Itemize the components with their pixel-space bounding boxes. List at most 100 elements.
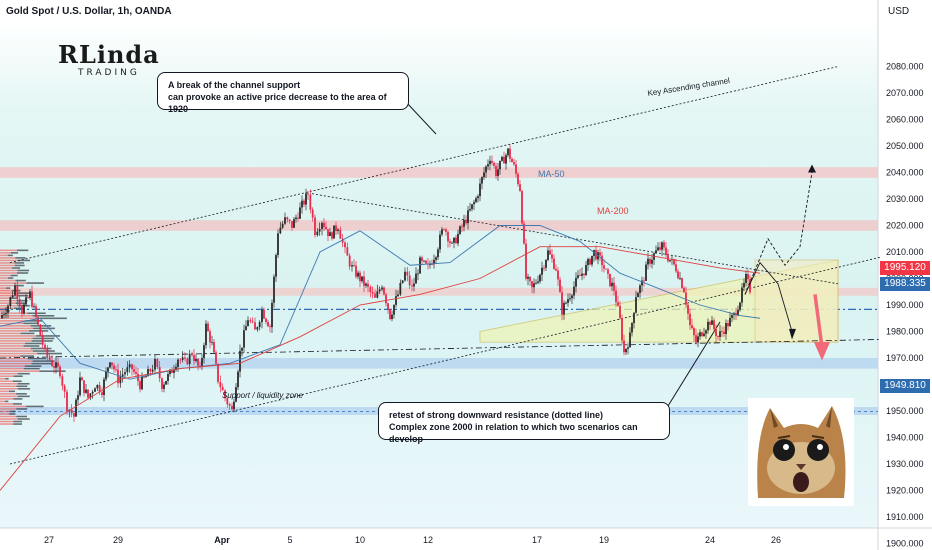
profile-bar [0,330,29,332]
profile-bar [0,400,6,403]
candle-body [583,273,585,276]
candle-body [378,289,381,292]
profile-bar [16,272,29,274]
candles [1,144,751,422]
candle-body [173,369,175,373]
profile-bar [10,274,18,277]
profile-bar [0,262,15,264]
candle-body [263,309,265,319]
candle-body [85,389,87,393]
profile-bar [0,390,10,393]
ma200-line [0,246,761,491]
candle-body [387,303,389,310]
candle-body [228,404,231,406]
candle-body [397,294,399,297]
y-tick-label: 2080.000 [886,62,924,72]
candle-body [497,169,499,176]
candle-body [147,369,149,377]
support-label: Support / liquidity zone [222,391,303,400]
profile-bar [0,357,28,360]
profile-bar [5,400,9,403]
candle-body [365,283,367,286]
callout-top-line1: A break of the channel support [168,80,301,90]
ma200-label: MA-200 [597,206,629,216]
profile-bar [17,269,30,272]
candle-body [154,358,156,370]
candle-body [1,315,3,319]
profile-bar [13,420,23,423]
channel-upper [9,66,839,263]
downtrend-line [311,193,839,285]
profile-bar [9,410,16,413]
candle-body [693,328,695,336]
candle-body [5,312,7,315]
candle-body [525,243,527,279]
candle-body [171,369,173,373]
profile-bar [12,267,21,269]
profile-bar [0,277,8,279]
candle-body [181,357,184,360]
candle-body [477,196,479,199]
scenario-down [744,261,793,332]
candle-body [75,399,77,417]
candle-body [177,359,179,367]
candle-body [369,286,372,292]
x-tick-label: 26 [771,535,781,545]
profile-bar [14,284,24,287]
price-tag-1995: 1995.120 [880,261,930,275]
profile-bar [17,372,30,375]
candle-body [633,312,635,324]
candle-body [707,321,709,331]
profile-bar [10,297,18,299]
y-tick-label: 1910.000 [886,512,924,522]
y-tick-label: 1980.000 [886,327,924,337]
candle-body [713,320,715,330]
profile-bar [23,345,40,347]
profile-bar [0,289,13,292]
candle-body [35,306,37,318]
candle-body [555,268,557,271]
profile-bar [30,347,52,350]
candle-body [481,177,483,184]
candle-body [186,358,189,365]
profile-bar [17,418,30,420]
x-axis: 27 29 Apr 5 10 12 17 19 24 26 [44,535,781,545]
profile-bar [9,390,16,393]
rlinda-logo: RLinda TRADING [46,38,159,86]
candle-body [395,296,397,305]
profile-bar [23,322,39,325]
candle-body [449,241,451,243]
profile-bar [0,272,17,274]
candle-body [641,280,643,286]
candle-body [9,297,12,306]
candle-body [501,156,503,161]
candle-body [299,207,301,219]
profile-bar [0,249,17,252]
profile-bar [0,382,18,385]
candle-body [14,285,16,296]
candle-body [128,364,131,368]
candle-body [193,355,195,361]
band-2020 [0,220,878,231]
y-tick-label: 2050.000 [886,141,924,151]
profile-bar [0,345,24,347]
profile-bar [13,375,23,378]
candle-body [408,275,411,286]
candle-body [94,388,96,392]
candle-body [457,233,459,244]
candle-body [145,376,147,378]
candle-body [404,271,406,281]
candle-body [341,238,344,243]
profile-bar [16,393,27,395]
candle-body [311,209,314,218]
logo-brand: RLinda [58,40,160,69]
candle-body [101,392,103,396]
profile-bar [0,312,28,315]
decision-zone [754,259,839,343]
y-tick-label: 1950.000 [886,406,924,416]
candle-body [363,276,365,286]
profile-bar [0,279,16,282]
candle-body [286,217,289,220]
candle-body [659,247,661,250]
